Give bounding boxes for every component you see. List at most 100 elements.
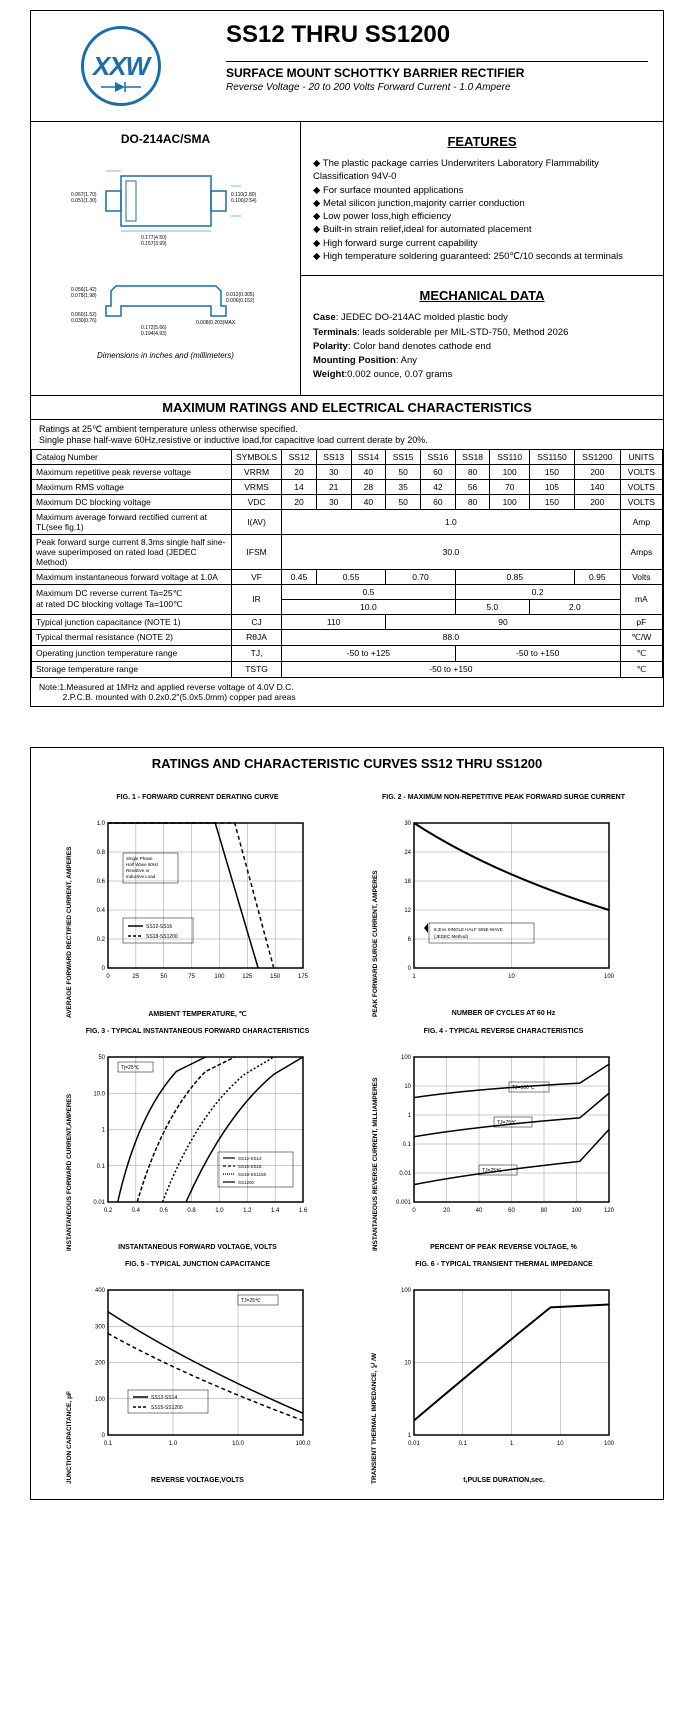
logo-cell: XXW xyxy=(31,11,211,121)
svg-text:200: 200 xyxy=(94,1360,105,1366)
mech-title: MECHANICAL DATA xyxy=(313,288,651,303)
chart-icon: 0204060801001200.0010.010.1110100TJ=100℃… xyxy=(379,1037,629,1237)
ratings-title: MAXIMUM RATINGS AND ELECTRICAL CHARACTER… xyxy=(31,396,663,420)
x-axis-label: AMBIENT TEMPERATURE, ℃ xyxy=(73,1010,323,1018)
svg-text:0: 0 xyxy=(101,966,105,972)
curve-2: PEAK FORWARD SURGE CURRENT, AMPERESFIG. … xyxy=(352,794,648,1018)
svg-text:0.1: 0.1 xyxy=(96,1163,105,1169)
svg-text:100: 100 xyxy=(604,1441,615,1447)
svg-text:0.1: 0.1 xyxy=(103,1441,112,1447)
x-axis-label: PERCENT OF PEAK REVERSE VOLTAGE, % xyxy=(379,1244,629,1251)
svg-text:1.0: 1.0 xyxy=(215,1208,224,1214)
svg-text:80: 80 xyxy=(540,1208,547,1214)
svg-text:8.3ms SINGLE HALF SINE-WAVE: 8.3ms SINGLE HALF SINE-WAVE xyxy=(434,927,503,932)
mech-cell: MECHANICAL DATA Case: JEDEC DO-214AC mol… xyxy=(301,276,663,394)
chart-icon: 0.11.010.0100.00100200300400TJ=25℃SS12-S… xyxy=(73,1270,323,1470)
svg-text:100: 100 xyxy=(401,1288,412,1294)
mech-mounting: Any xyxy=(401,355,417,366)
svg-text:Inductive Load: Inductive Load xyxy=(126,874,156,879)
svg-text:Half Wave 60Hz: Half Wave 60Hz xyxy=(126,862,159,867)
mech-terminals: leads solderable per MIL-STD-750, Method… xyxy=(362,327,568,338)
dim-note: Dimensions in inches and (millimeters) xyxy=(41,351,290,360)
svg-text:(JEDEC Method): (JEDEC Method) xyxy=(434,934,469,939)
svg-text:0.001: 0.001 xyxy=(395,1200,411,1206)
svg-text:0.030(0.76): 0.030(0.76) xyxy=(71,318,97,324)
features-list: The plastic package carries Underwriters… xyxy=(313,157,651,263)
x-axis-label: t,PULSE DURATION,sec. xyxy=(379,1477,629,1484)
curve-title: FIG. 6 - TYPICAL TRANSIENT THERMAL IMPED… xyxy=(379,1261,629,1268)
curve-title: FIG. 4 - TYPICAL REVERSE CHARACTERISTICS xyxy=(379,1028,629,1035)
svg-text:0.008(0.203)MAX.: 0.008(0.203)MAX. xyxy=(196,320,237,326)
svg-text:50: 50 xyxy=(98,1055,105,1061)
svg-text:0: 0 xyxy=(407,966,411,972)
svg-text:0.006(0.152): 0.006(0.152) xyxy=(226,298,255,304)
feature-item: Metal silicon junction,majority carrier … xyxy=(313,197,651,210)
y-axis-label: INSTANTANEOUS FORWARD CURRENT,AMPERES xyxy=(66,1028,73,1251)
svg-text:SS12-SS14: SS12-SS14 xyxy=(238,1156,262,1161)
curve-3: INSTANTANEOUS FORWARD CURRENT,AMPERESFIG… xyxy=(46,1028,342,1251)
y-axis-label: INSTANTANEOUS REVERSE CURRENT, MILLIAMPE… xyxy=(372,1028,379,1251)
svg-text:1.0: 1.0 xyxy=(168,1441,177,1447)
svg-text:400: 400 xyxy=(94,1288,105,1294)
page-2: RATINGS AND CHARACTERISTIC CURVES SS12 T… xyxy=(30,747,664,1500)
svg-text:TJ=25℃: TJ=25℃ xyxy=(482,1168,502,1174)
svg-text:0.157(3.99): 0.157(3.99) xyxy=(141,241,167,246)
svg-text:SS1200: SS1200 xyxy=(238,1180,255,1185)
svg-text:0.2: 0.2 xyxy=(103,1208,112,1214)
right-column: FEATURES The plastic package carries Und… xyxy=(301,122,663,395)
svg-text:0: 0 xyxy=(101,1433,105,1439)
svg-text:100.0: 100.0 xyxy=(295,1441,311,1447)
svg-text:0.8: 0.8 xyxy=(187,1208,196,1214)
y-axis-label: PEAK FORWARD SURGE CURRENT, AMPERES xyxy=(372,794,379,1017)
svg-text:125: 125 xyxy=(242,974,253,980)
diode-icon xyxy=(101,81,141,93)
svg-text:Tj=25℃: Tj=25℃ xyxy=(121,1065,140,1071)
x-axis-label: INSTANTANEOUS FORWARD VOLTAGE, VOLTS xyxy=(73,1244,323,1251)
svg-text:0.1: 0.1 xyxy=(459,1441,468,1447)
svg-text:TJ=25℃: TJ=25℃ xyxy=(241,1298,261,1304)
svg-text:0.01: 0.01 xyxy=(399,1171,411,1177)
svg-text:SS15-SS16: SS15-SS16 xyxy=(238,1164,262,1169)
subtitle: SURFACE MOUNT SCHOTTKY BARRIER RECTIFIER xyxy=(226,61,648,80)
x-axis-label: REVERSE VOLTAGE,VOLTS xyxy=(73,1477,323,1484)
svg-text:10.0: 10.0 xyxy=(232,1441,244,1447)
svg-text:175: 175 xyxy=(297,974,308,980)
svg-text:60: 60 xyxy=(508,1208,515,1214)
feature-item: High temperature soldering guaranteed: 2… xyxy=(313,250,651,263)
chart-icon: 0.20.40.60.81.01.21.41.60.010.1110.050Tj… xyxy=(73,1037,323,1237)
chart-icon: 025507510012515017500.20.40.60.81.0Singl… xyxy=(73,803,323,1003)
y-axis-label: AVERAGE FORWARD RECTIFIED CURRENT, AMPER… xyxy=(66,794,73,1018)
svg-text:20: 20 xyxy=(443,1208,450,1214)
logo: XXW xyxy=(81,26,161,106)
svg-text:0.01: 0.01 xyxy=(93,1200,105,1206)
svg-text:0.6: 0.6 xyxy=(96,879,105,885)
svg-text:18: 18 xyxy=(404,879,411,885)
page-1: XXW SS12 THRU SS1200 SURFACE MOUNT SCHOT… xyxy=(30,10,664,707)
feature-item: High forward surge current capability xyxy=(313,237,651,250)
features-cell: FEATURES The plastic package carries Und… xyxy=(301,122,663,276)
svg-text:1.2: 1.2 xyxy=(243,1208,252,1214)
curve-5: JUNCTION CAPACITANCE, pFFIG. 5 - TYPICAL… xyxy=(46,1261,342,1484)
svg-text:0.4: 0.4 xyxy=(96,908,105,914)
svg-text:SS12-SS14: SS12-SS14 xyxy=(151,1395,177,1401)
mech-weight: 0.002 ounce, 0.07 grams xyxy=(347,369,452,380)
package-diagram: 0.067(1.70) 0.051(1.30) 0.110(2.80) 0.10… xyxy=(41,156,290,341)
svg-text:1.6: 1.6 xyxy=(298,1208,307,1214)
y-axis-label: JUNCTION CAPACITANCE, pF xyxy=(66,1261,73,1484)
feature-item: Built-in strain relief,ideal for automat… xyxy=(313,223,651,236)
feature-item: The plastic package carries Underwriters… xyxy=(313,157,651,184)
svg-text:10: 10 xyxy=(404,1084,411,1090)
svg-text:100: 100 xyxy=(603,974,614,980)
header-text: SS12 THRU SS1200 SURFACE MOUNT SCHOTTKY … xyxy=(211,11,663,121)
svg-text:100: 100 xyxy=(400,1055,411,1061)
svg-text:150: 150 xyxy=(270,974,281,980)
svg-text:0.2: 0.2 xyxy=(96,937,105,943)
curve-title: FIG. 3 - TYPICAL INSTANTANEOUS FORWARD C… xyxy=(73,1028,323,1035)
svg-text:0: 0 xyxy=(106,974,110,980)
svg-text:25: 25 xyxy=(132,974,139,980)
svg-text:SS12-SS16: SS12-SS16 xyxy=(146,924,172,930)
features-title: FEATURES xyxy=(313,134,651,149)
svg-text:24: 24 xyxy=(404,850,411,856)
x-axis-label: NUMBER OF CYCLES AT 60 Hz xyxy=(379,1010,629,1017)
svg-text:0.01: 0.01 xyxy=(408,1441,420,1447)
